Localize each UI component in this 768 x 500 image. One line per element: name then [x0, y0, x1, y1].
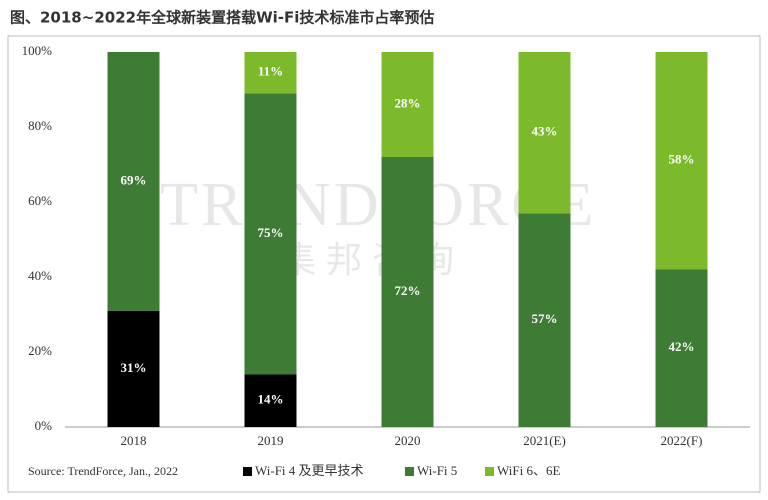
bar-segment: [381, 157, 434, 427]
bar-segment: [381, 52, 434, 157]
x-tick-label: 2020: [395, 433, 421, 448]
x-tick-label: 2019: [258, 433, 284, 448]
y-tick-label: 20%: [28, 343, 52, 358]
data-label: 75%: [258, 225, 284, 240]
y-tick-label: 40%: [28, 268, 52, 283]
legend-swatch: [485, 467, 494, 476]
chart-frame: [7, 35, 761, 493]
source: Source: TrendForce, Jan., 2022: [28, 464, 178, 478]
bar-segment: [244, 52, 297, 94]
bar-segment: [244, 374, 297, 427]
y-tick-label: 60%: [28, 193, 52, 208]
x-tick-label: 2022(F): [661, 433, 703, 448]
bar-segment: [107, 52, 160, 311]
legend-label: WiFi 6、6E: [497, 463, 560, 478]
x-tick-label: 2021(E): [523, 433, 566, 448]
x-tick-label: 2018: [121, 433, 147, 448]
data-label: 11%: [258, 64, 283, 79]
bar-segment: [655, 269, 708, 427]
bar-segment: [518, 213, 571, 427]
y-tick-label: 0%: [35, 418, 53, 433]
data-label: 43%: [532, 124, 558, 139]
data-label: 69%: [121, 172, 147, 187]
legend-label: Wi-Fi 5: [417, 463, 457, 478]
y-tick-label: 80%: [28, 118, 52, 133]
chart-title: 图、2018~2022年全球新装置搭载Wi-Fi技术标准市占率预估: [10, 9, 434, 27]
bar-segment: [244, 93, 297, 375]
data-label: 42%: [669, 339, 695, 354]
data-label: 58%: [669, 152, 695, 167]
data-label: 28%: [395, 95, 421, 110]
data-label: 57%: [532, 311, 558, 326]
data-label: 72%: [395, 283, 421, 298]
data-label: 31%: [121, 360, 147, 375]
watermark: 集邦咨询: [280, 240, 464, 281]
bar-segment: [518, 52, 571, 214]
y-tick-label: 100%: [22, 43, 53, 58]
legend-swatch: [243, 467, 252, 476]
bar-segment: [107, 310, 160, 427]
legend-label: Wi-Fi 4 及更早技术: [255, 463, 364, 478]
bar-segment: [655, 52, 708, 270]
legend-swatch: [405, 467, 414, 476]
data-label: 14%: [258, 392, 284, 407]
